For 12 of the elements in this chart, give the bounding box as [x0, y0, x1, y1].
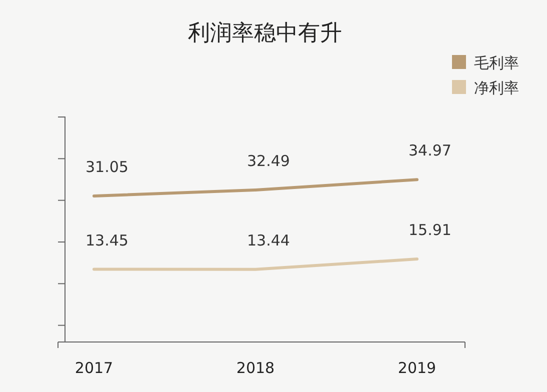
- data-label: 34.97: [408, 142, 452, 160]
- data-label: 15.91: [408, 221, 452, 240]
- x-tick-label: 2019: [398, 359, 436, 377]
- x-tick-label: 2018: [236, 359, 275, 377]
- x-tick-label: 2017: [74, 359, 114, 377]
- legend-label: 净利率: [474, 79, 519, 97]
- legend-label: 毛利率: [474, 54, 519, 72]
- data-label: 13.45: [86, 231, 128, 250]
- data-label: 32.49: [247, 152, 290, 170]
- chart-title: 利润率稳中有升: [188, 21, 342, 46]
- data-label: 31.05: [86, 158, 128, 176]
- data-label: 13.44: [247, 231, 290, 250]
